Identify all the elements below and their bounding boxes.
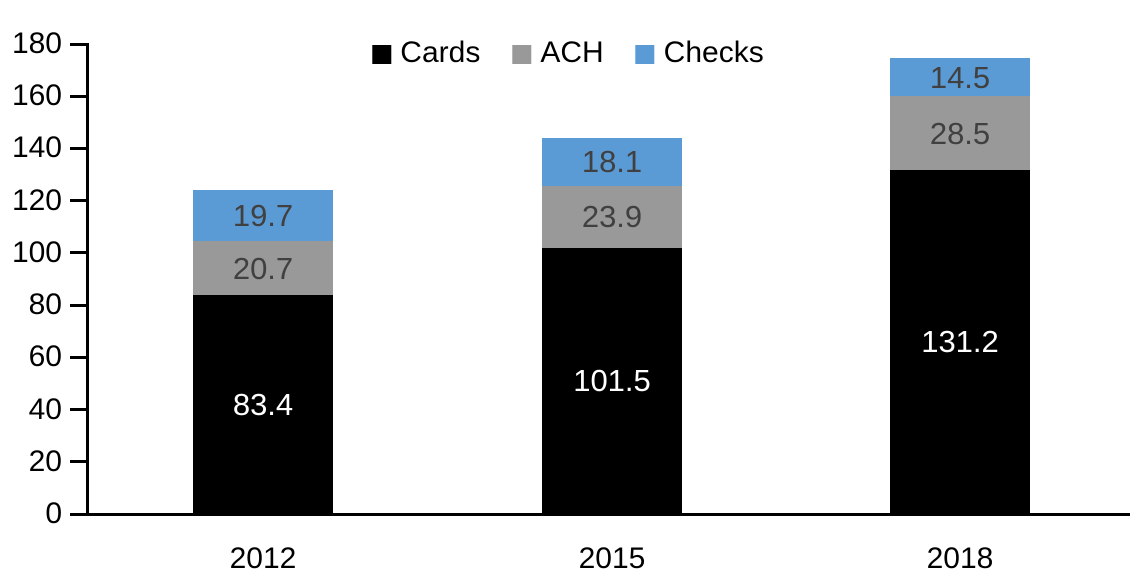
legend-marker-checks (635, 44, 655, 64)
legend-marker-ach (512, 44, 532, 64)
y-tick (70, 356, 86, 359)
y-tick (70, 43, 86, 46)
bar-segment-ach-2018: 28.5 (890, 96, 1030, 171)
y-tick (70, 251, 86, 254)
y-tick-label: 60 (28, 340, 62, 373)
x-axis (86, 513, 1130, 516)
bar-segment-cards-2018: 131.2 (890, 170, 1030, 513)
bar-segment-ach-2012: 20.7 (193, 241, 333, 296)
value-label-checks-2012: 19.7 (232, 197, 294, 233)
bar-segment-checks-2012: 19.7 (193, 189, 333, 242)
legend-item-checks: Checks (635, 36, 764, 70)
y-tick (70, 304, 86, 307)
value-label-ach-2018: 28.5 (929, 115, 991, 151)
y-tick-label: 160 (11, 79, 62, 112)
x-tick-label-2012: 2012 (229, 542, 297, 575)
y-tick-label: 0 (45, 497, 62, 530)
bar-segment-cards-2015: 101.5 (542, 247, 682, 513)
y-tick (70, 408, 86, 411)
y-tick (70, 199, 86, 202)
legend: Cards ACH Checks (372, 36, 764, 70)
legend-label-cards: Cards (400, 36, 481, 69)
y-tick-label: 80 (28, 288, 62, 321)
y-tick-label: 100 (11, 236, 62, 269)
y-tick (70, 460, 86, 463)
y-axis (86, 43, 89, 516)
y-tick-label: 40 (28, 393, 62, 426)
value-label-cards-2018: 131.2 (921, 324, 999, 360)
y-tick-label: 120 (11, 184, 62, 217)
value-label-checks-2015: 18.1 (581, 144, 643, 180)
legend-item-cards: Cards (372, 36, 480, 70)
bar-segment-ach-2015: 23.9 (542, 185, 682, 248)
value-label-ach-2012: 20.7 (232, 250, 294, 286)
y-tick (70, 147, 86, 150)
x-tick-label-2018: 2018 (926, 542, 994, 575)
y-tick-label: 180 (11, 27, 62, 60)
bar-segment-checks-2015: 18.1 (542, 138, 682, 186)
legend-marker-cards (372, 44, 392, 64)
legend-label-ach: ACH (540, 36, 604, 69)
y-tick-label: 20 (28, 445, 62, 478)
value-label-cards-2012: 83.4 (232, 386, 294, 422)
y-tick-label: 140 (11, 131, 62, 164)
value-label-ach-2015: 23.9 (581, 199, 643, 235)
y-tick (70, 95, 86, 98)
bar-segment-cards-2012: 83.4 (193, 295, 333, 513)
value-label-cards-2015: 101.5 (573, 362, 651, 398)
legend-label-checks: Checks (663, 36, 764, 69)
legend-item-ach: ACH (512, 36, 604, 70)
x-tick-label-2015: 2015 (578, 542, 646, 575)
bar-segment-checks-2018: 14.5 (890, 58, 1030, 96)
value-label-checks-2018: 14.5 (929, 59, 991, 95)
y-tick (70, 513, 86, 516)
